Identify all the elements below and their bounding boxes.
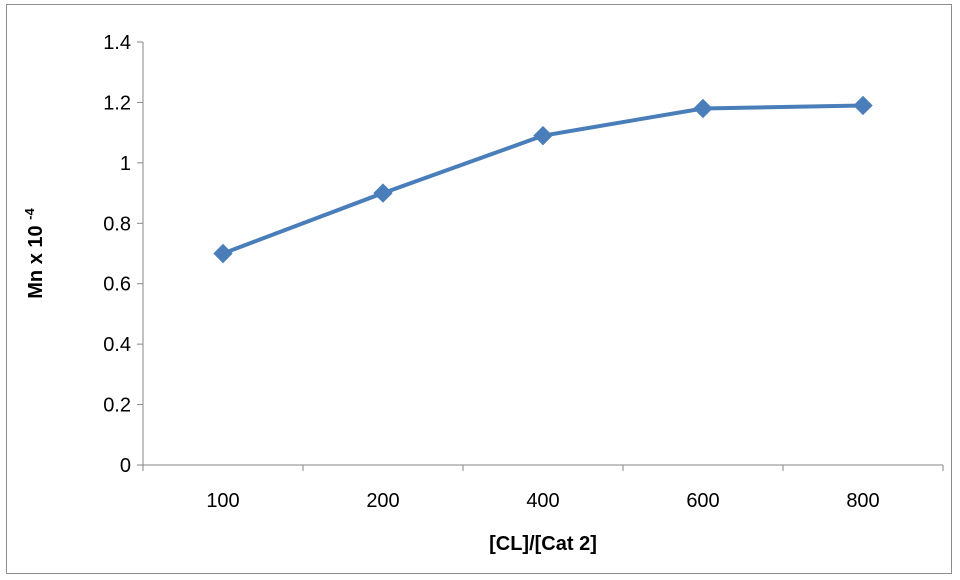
y-tick-label: 0.8 <box>103 213 131 235</box>
data-point <box>373 183 393 203</box>
data-point <box>533 125 553 146</box>
x-tick-label: 100 <box>206 490 239 512</box>
y-tick-label: 1 <box>120 153 131 175</box>
y-tick-label: 0 <box>120 455 131 477</box>
x-tick-label: 600 <box>686 490 719 512</box>
series <box>213 95 873 264</box>
data-point <box>213 243 233 264</box>
y-tick-label: 0.4 <box>103 334 131 356</box>
x-tick-label: 200 <box>366 490 399 512</box>
y-tick-label: 0.6 <box>103 274 131 296</box>
y-axis-title: Mn x 10 -4 <box>22 207 47 298</box>
y-axis-title-main: Mn x 10 <box>25 225 47 298</box>
x-tick-label: 400 <box>526 490 559 512</box>
y-tick-label: 1.2 <box>103 92 131 114</box>
y-tick-label: 0.2 <box>103 395 131 417</box>
x-ticks: 100 200 400 600 800 <box>142 465 944 512</box>
axes <box>142 42 943 466</box>
x-axis-title: [CL]/[Cat 2] <box>489 533 597 555</box>
chart-frame <box>6 4 952 574</box>
x-tick-label: 800 <box>846 490 879 512</box>
data-point <box>693 98 713 119</box>
y-ticks: 0 0.2 0.4 0.6 0.8 1 1.2 1.4 <box>103 32 143 477</box>
y-axis-title-superscript: -4 <box>22 207 37 219</box>
y-tick-label: 1.4 <box>103 32 131 54</box>
data-point <box>853 95 873 116</box>
